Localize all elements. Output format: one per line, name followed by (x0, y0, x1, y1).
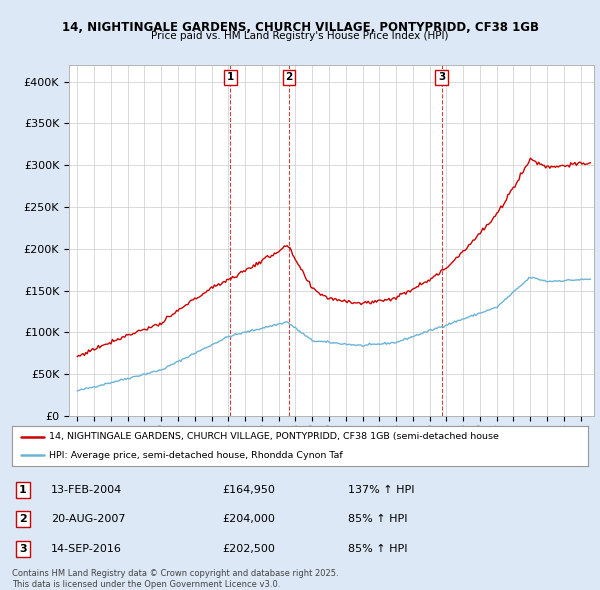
Text: 14-SEP-2016: 14-SEP-2016 (51, 544, 122, 553)
Text: 3: 3 (19, 544, 26, 553)
Text: 14, NIGHTINGALE GARDENS, CHURCH VILLAGE, PONTYPRIDD, CF38 1GB (semi-detached hou: 14, NIGHTINGALE GARDENS, CHURCH VILLAGE,… (49, 432, 499, 441)
Text: £202,500: £202,500 (222, 544, 275, 553)
Text: 85% ↑ HPI: 85% ↑ HPI (348, 544, 407, 553)
Text: 2: 2 (19, 514, 26, 524)
Text: 13-FEB-2004: 13-FEB-2004 (51, 485, 122, 494)
Text: HPI: Average price, semi-detached house, Rhondda Cynon Taf: HPI: Average price, semi-detached house,… (49, 451, 343, 460)
Text: Contains HM Land Registry data © Crown copyright and database right 2025.
This d: Contains HM Land Registry data © Crown c… (12, 569, 338, 589)
Text: 137% ↑ HPI: 137% ↑ HPI (348, 485, 415, 494)
Text: Price paid vs. HM Land Registry's House Price Index (HPI): Price paid vs. HM Land Registry's House … (151, 31, 449, 41)
Text: £204,000: £204,000 (222, 514, 275, 524)
Text: 20-AUG-2007: 20-AUG-2007 (51, 514, 125, 524)
Text: 14, NIGHTINGALE GARDENS, CHURCH VILLAGE, PONTYPRIDD, CF38 1GB: 14, NIGHTINGALE GARDENS, CHURCH VILLAGE,… (62, 21, 539, 34)
Text: 1: 1 (19, 485, 26, 494)
Text: 3: 3 (438, 73, 445, 83)
Text: £164,950: £164,950 (222, 485, 275, 494)
Text: 2: 2 (286, 73, 293, 83)
Text: 1: 1 (227, 73, 234, 83)
Text: 85% ↑ HPI: 85% ↑ HPI (348, 514, 407, 524)
